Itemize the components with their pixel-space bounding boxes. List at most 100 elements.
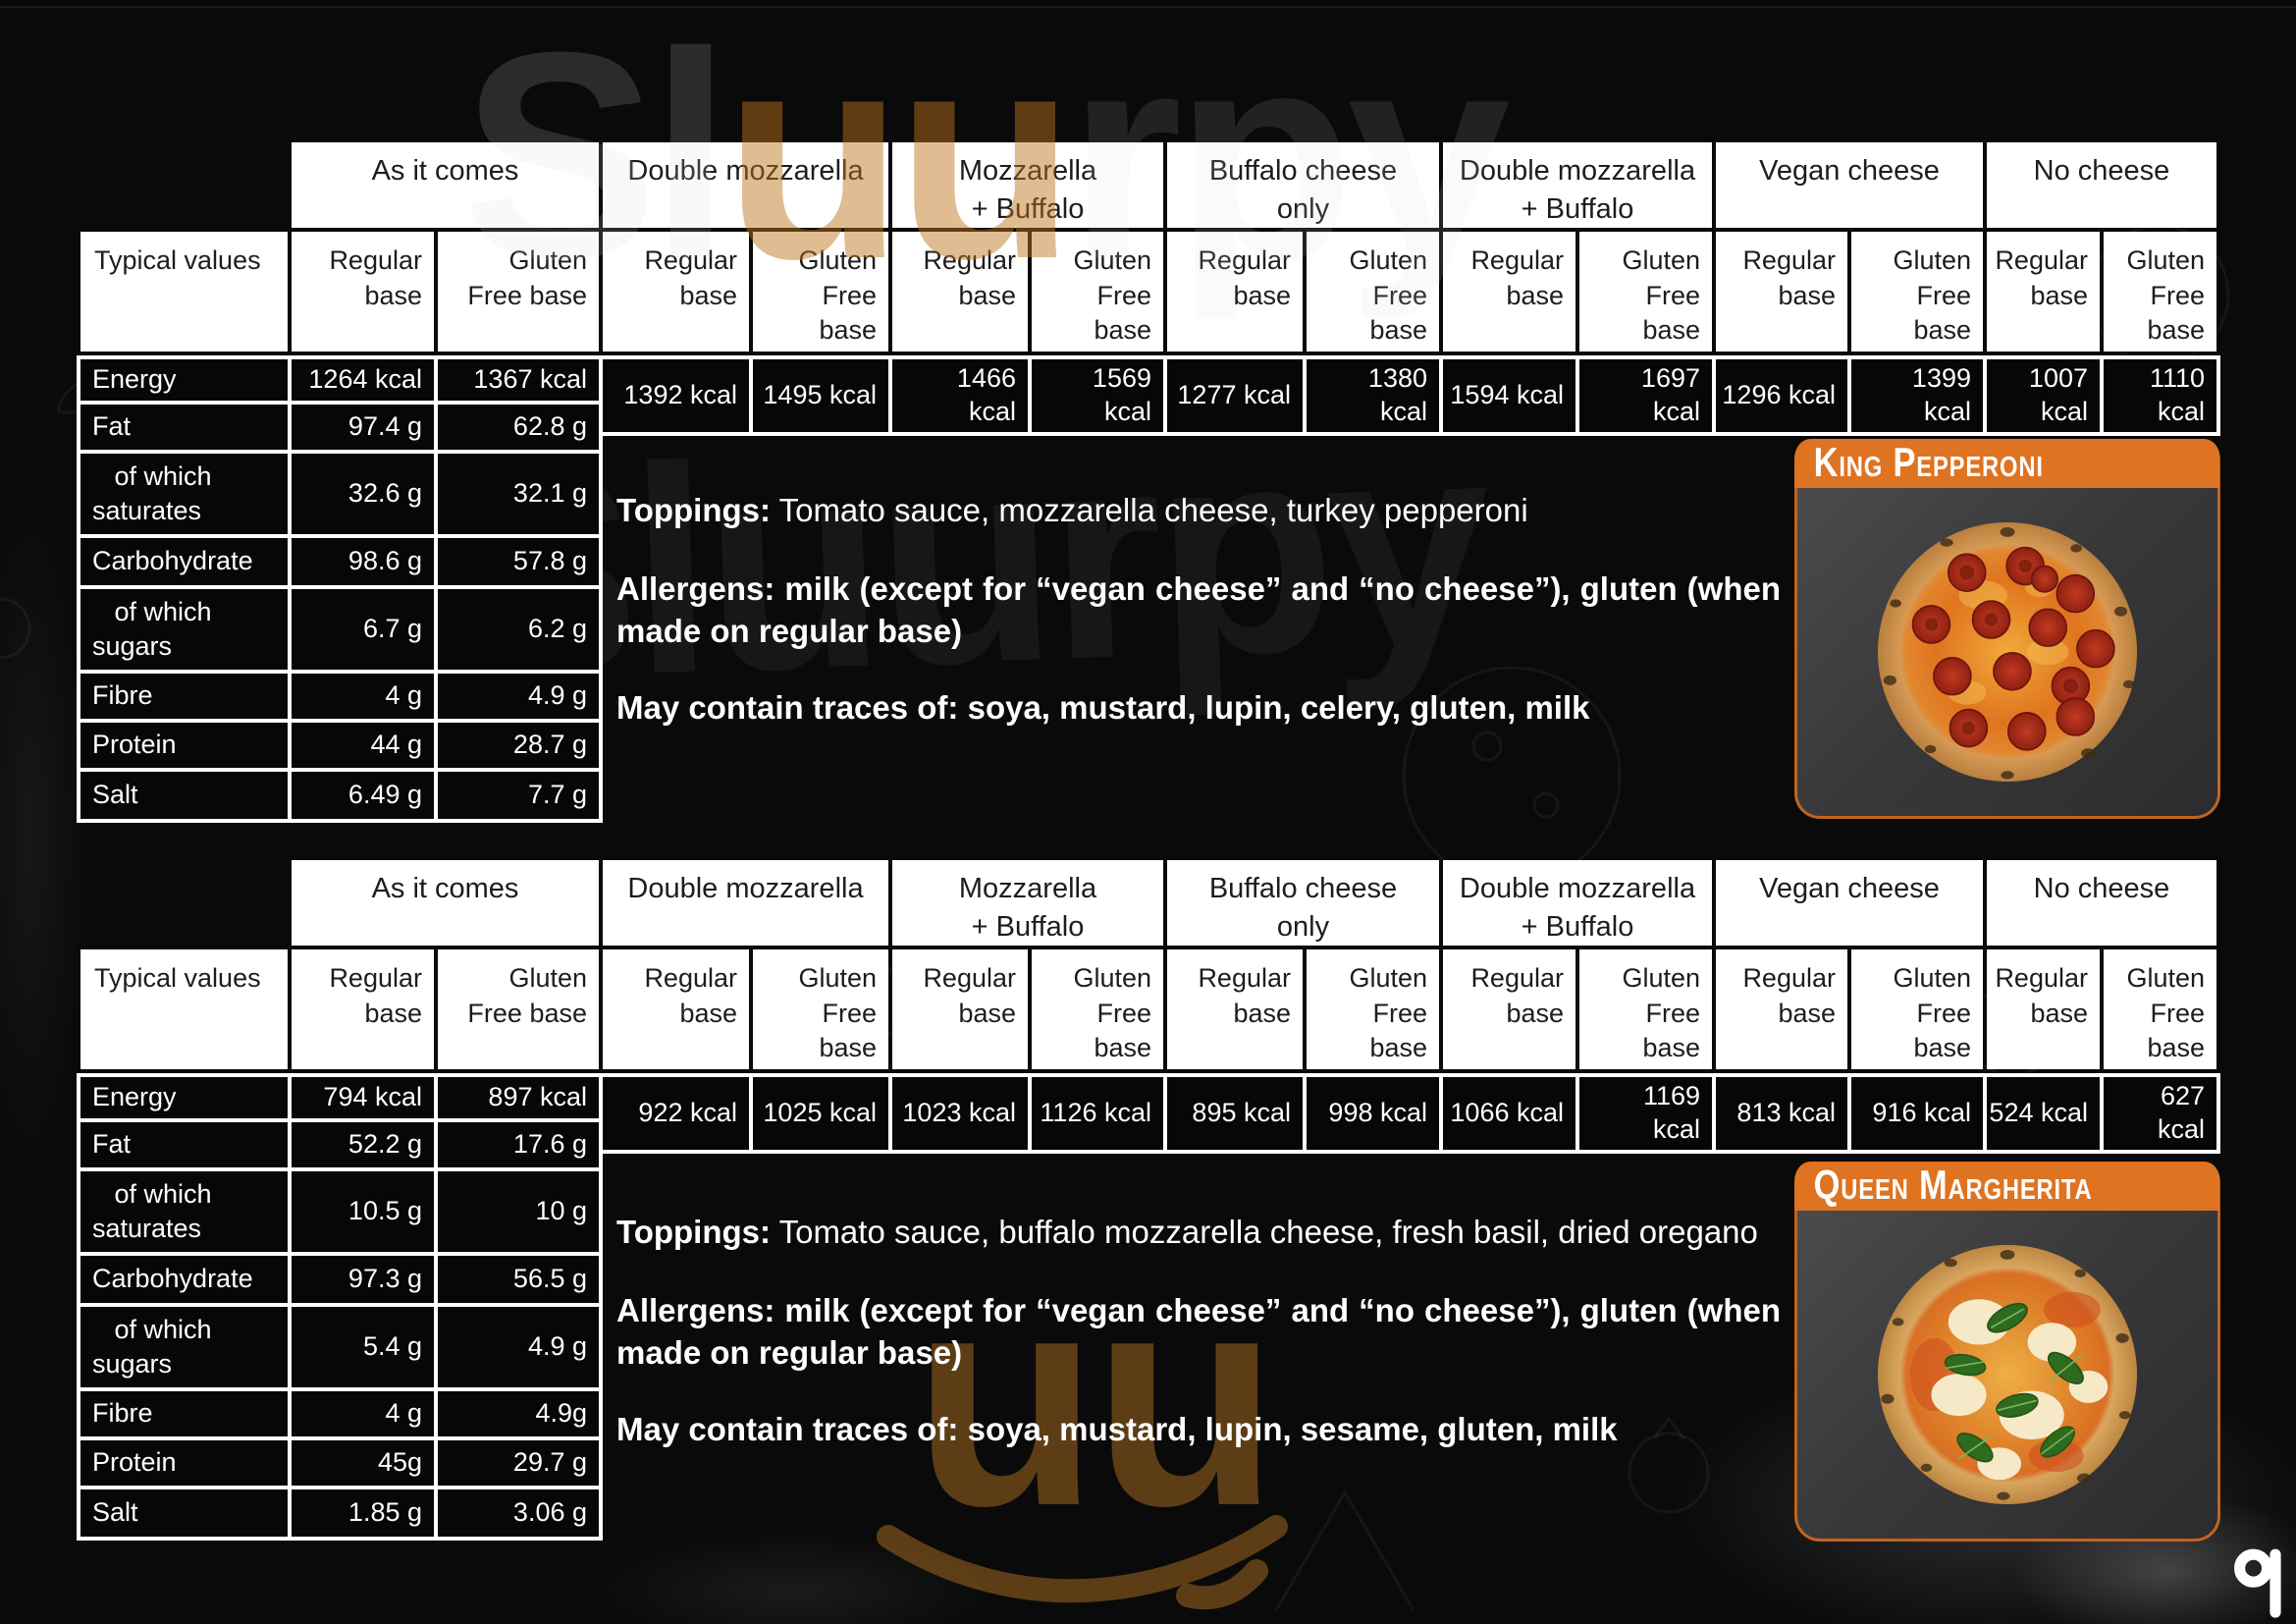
- nutrient-label: Salt: [80, 1489, 288, 1537]
- nutrient-value: 6.49 g: [292, 772, 434, 819]
- table2-group-buffalo-only: Buffalo cheese only: [1167, 860, 1439, 946]
- energy-value: 524 kcal: [1987, 1077, 2100, 1150]
- nutrient-value: 57.8 g: [438, 538, 599, 585]
- nutrient-label: Carbohydrate: [80, 538, 288, 585]
- energy-value: 1110 kcal: [2104, 359, 2216, 432]
- nutrient-value: 44 g: [292, 723, 434, 768]
- nutrient-value: 56.5 g: [438, 1256, 599, 1303]
- chalk-line: [0, 6, 2296, 8]
- table1-energy-row-left: Energy 1264 kcal 1367 kcal: [77, 355, 603, 405]
- nutrient-value: 4.9 g: [438, 674, 599, 719]
- table2-group-double-mozzarella-buffalo: Double mozzarella + Buffalo: [1443, 860, 1712, 946]
- energy-value: 897 kcal: [438, 1077, 599, 1118]
- nutrient-label: Fibre: [80, 1391, 288, 1436]
- nutrient-label: Protein: [80, 1440, 288, 1486]
- table1-col-gluten-free-base: Gluten Free base: [2104, 232, 2216, 352]
- energy-value: 1392 kcal: [603, 359, 749, 432]
- table2-col-regular-base: Regular base: [1987, 949, 2100, 1069]
- toppings-line: Toppings: Tomato sauce, mozzarella chees…: [616, 489, 1781, 532]
- table2-col-gluten-free-base: Gluten Free base: [1032, 949, 1163, 1069]
- energy-row-label: Energy: [80, 1077, 288, 1118]
- table1-col-regular-base: Regular base: [1987, 232, 2100, 352]
- table2-group-header-row: As it comes Double mozzarella Mozzarella…: [80, 860, 2216, 946]
- energy-value: 1296 kcal: [1716, 359, 1847, 432]
- table1-group-double-mozzarella: Double mozzarella: [603, 142, 888, 228]
- table2-col-regular-base: Regular base: [603, 949, 749, 1069]
- nutrient-value: 1.85 g: [292, 1489, 434, 1537]
- energy-value: 1380 kcal: [1307, 359, 1439, 432]
- table2-nutrient-rows: Fat 52.2 g 17.6 g of which saturates 10.…: [77, 1118, 603, 1541]
- toppings-text: Tomato sauce, mozzarella cheese, turkey …: [778, 492, 1528, 528]
- nutrient-label: Fat: [80, 1122, 288, 1167]
- pepperoni-pizza-illustration: [1878, 522, 2137, 782]
- table2-col-gluten-free-base: Gluten Free base: [1851, 949, 1983, 1069]
- table2-energy-row-left: Energy 794 kcal 897 kcal: [77, 1073, 603, 1122]
- table2-group-vegan-cheese: Vegan cheese: [1716, 860, 1983, 946]
- nutrient-label: Fibre: [80, 674, 288, 719]
- table1-group-as-it-comes: As it comes: [292, 142, 599, 228]
- energy-value: 1126 kcal: [1032, 1077, 1163, 1150]
- energy-value: 1399 kcal: [1851, 359, 1983, 432]
- table1-col-regular-base: Regular base: [1716, 232, 1847, 352]
- table1-group-vegan-cheese: Vegan cheese: [1716, 142, 1983, 228]
- table2-group-as-it-comes: As it comes: [292, 860, 599, 946]
- table1-nutrient-rows: Fat 97.4 g 62.8 g of which saturates 32.…: [77, 401, 603, 823]
- energy-value: 813 kcal: [1716, 1077, 1847, 1150]
- table1-col-regular-base: Regular base: [1443, 232, 1575, 352]
- nutrient-value: 17.6 g: [438, 1122, 599, 1167]
- table2-column-header-row: Typical values Regular base Gluten Free …: [80, 949, 2216, 1069]
- table1-col-gluten-free-base: Gluten Free base: [753, 232, 888, 352]
- nutrient-value: 97.3 g: [292, 1256, 434, 1303]
- page-number-nine: [2234, 1548, 2281, 1618]
- table1-group-no-cheese: No cheese: [1987, 142, 2216, 228]
- pizza-card-queen-margherita: Queen Margherita: [1794, 1162, 2221, 1542]
- nutrient-value: 3.06 g: [438, 1489, 599, 1537]
- table1-group-buffalo-only: Buffalo cheese only: [1167, 142, 1439, 228]
- nutrient-value: 98.6 g: [292, 538, 434, 585]
- table1-col-gluten-free-base: Gluten Free base: [1851, 232, 1983, 352]
- nutrient-value: 29.7 g: [438, 1440, 599, 1486]
- table1-group-double-mozzarella-buffalo: Double mozzarella + Buffalo: [1443, 142, 1712, 228]
- margherita-pizza-illustration: [1878, 1245, 2137, 1504]
- nutrient-value: 4.9g: [438, 1391, 599, 1436]
- nutrient-value: 10 g: [438, 1171, 599, 1252]
- nutrient-label: Salt: [80, 772, 288, 819]
- table1-col-gluten-free-base: Gluten Free base: [1307, 232, 1439, 352]
- table2-col-regular-base: Regular base: [1443, 949, 1575, 1069]
- watermark-swirl: [877, 1515, 1288, 1610]
- pizza-card-title: Queen Margherita: [1794, 1162, 2221, 1211]
- toppings-label: Toppings:: [616, 1214, 772, 1250]
- table2-col-gluten-free-base: Gluten Free base: [438, 949, 599, 1069]
- energy-value: 1264 kcal: [292, 359, 434, 401]
- nutrient-value: 7.7 g: [438, 772, 599, 819]
- energy-row-label: Energy: [80, 359, 288, 401]
- nutrient-label: Protein: [80, 723, 288, 768]
- energy-value: 1025 kcal: [753, 1077, 888, 1150]
- table1-col-gluten-free-base: Gluten Free base: [1032, 232, 1163, 352]
- energy-value: 922 kcal: [603, 1077, 749, 1150]
- allergens-line: Allergens: milk (except for “vegan chees…: [616, 569, 1781, 650]
- table2-col-gluten-free-base: Gluten Free base: [753, 949, 888, 1069]
- nutrient-label: of which saturates: [80, 1171, 288, 1252]
- energy-value: 1277 kcal: [1167, 359, 1303, 432]
- table1-col-gluten-free-base: Gluten Free base: [1579, 232, 1712, 352]
- table2-col-regular-base: Regular base: [1167, 949, 1303, 1069]
- energy-value: 1569 kcal: [1032, 359, 1163, 432]
- energy-value: 1594 kcal: [1443, 359, 1575, 432]
- nutrient-value: 32.6 g: [292, 454, 434, 534]
- energy-value: 1007 kcal: [1987, 359, 2100, 432]
- energy-value: 895 kcal: [1167, 1077, 1303, 1150]
- energy-value: 794 kcal: [292, 1077, 434, 1118]
- table1-group-mozzarella-buffalo: Mozzarella + Buffalo: [892, 142, 1163, 228]
- toppings-text: Tomato sauce, buffalo mozzarella cheese,…: [778, 1214, 1758, 1250]
- nutrient-value: 5.4 g: [292, 1307, 434, 1387]
- nutrient-value: 32.1 g: [438, 454, 599, 534]
- nutrient-label: of which sugars: [80, 589, 288, 670]
- nutrient-value: 97.4 g: [292, 405, 434, 450]
- table2-typical-values-header: Typical values: [80, 949, 288, 1069]
- table2-group-mozzarella-buffalo: Mozzarella + Buffalo: [892, 860, 1163, 946]
- nutrient-value: 45g: [292, 1440, 434, 1486]
- energy-value: 916 kcal: [1851, 1077, 1983, 1150]
- toppings-line: Toppings: Tomato sauce, buffalo mozzarel…: [616, 1211, 1781, 1254]
- table2-col-regular-base: Regular base: [292, 949, 434, 1069]
